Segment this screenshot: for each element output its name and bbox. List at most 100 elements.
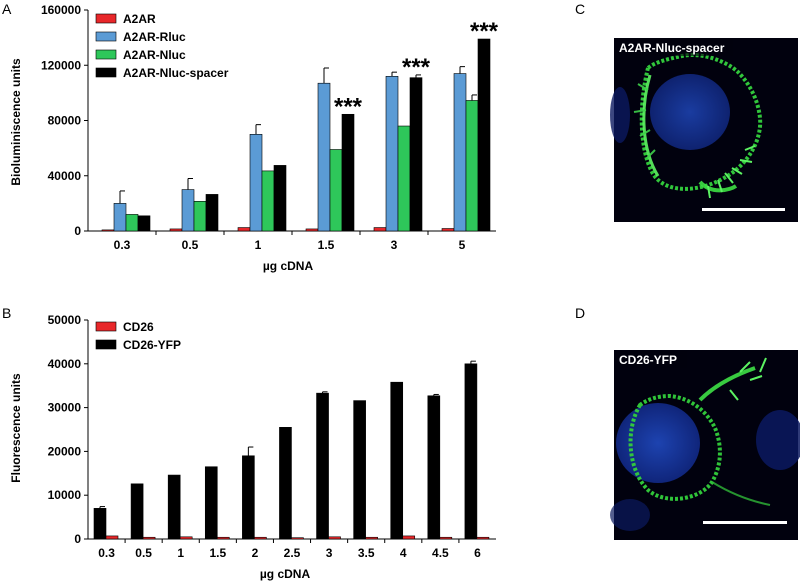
chart-a-bar-a2ar-rluc xyxy=(385,76,399,232)
chart-a-bar-a2ar-nluc xyxy=(329,149,343,232)
chart-a-significance-stars: *** xyxy=(402,54,431,81)
chart-a-y-tick-label: 160000 xyxy=(41,3,81,17)
chart-a-x-tick-label: 0.3 xyxy=(114,238,131,252)
chart-a-legend-swatch xyxy=(95,13,117,24)
chart-b-x-tick-label: 0.3 xyxy=(98,546,115,560)
chart-b-bar-cd26-yfp xyxy=(464,363,478,540)
chart-a-bar-a2ar-nluc-spacer xyxy=(137,215,151,232)
chart-b-x-tick-label: 6 xyxy=(474,546,481,560)
chart-b-bar-cd26-yfp xyxy=(353,400,366,540)
chart-b-bar-cd26-yfp xyxy=(167,474,181,540)
chart-b-bar-cd26 xyxy=(105,535,119,540)
chart-a-legend-label: A2AR xyxy=(123,12,156,26)
chart-a-xlabel: µg cDNA xyxy=(263,259,314,273)
chart-a-bar-a2ar xyxy=(441,228,455,232)
chart-b: Fluorescence units µg cDNA 0100002000030… xyxy=(9,313,496,581)
chart-b-bar-cd26 xyxy=(439,536,453,540)
chart-b-x-tick-label: 4.5 xyxy=(432,546,449,560)
chart-b-y-tick-label: 50000 xyxy=(48,313,82,327)
chart-b-legend-label: CD26-YFP xyxy=(123,338,181,352)
chart-b-bar-cd26 xyxy=(216,536,230,540)
chart-b-x-tick-label: 0.5 xyxy=(135,546,152,560)
panel-label-d: D xyxy=(575,305,585,321)
micrograph-c-label: A2AR-Nluc-spacer xyxy=(619,41,725,55)
chart-a-bar-a2ar-rluc xyxy=(249,134,263,232)
chart-a-bar-a2ar xyxy=(169,228,183,232)
chart-a-bar-a2ar-nluc-spacer xyxy=(477,38,491,232)
chart-a-ylabel: Bioluminiscence units xyxy=(9,58,23,186)
chart-a-bar-a2ar-rluc xyxy=(453,73,467,232)
chart-b-bar-cd26-yfp xyxy=(204,466,218,540)
micrograph-c-scale-bar xyxy=(702,208,785,211)
chart-a-bar-a2ar xyxy=(101,229,115,232)
chart-a-y-tick-label: 80000 xyxy=(48,114,82,128)
panel-label-b: B xyxy=(2,305,11,321)
chart-b-legend-swatch xyxy=(95,339,117,350)
chart-a-bar-a2ar xyxy=(237,227,251,232)
chart-a-bar-a2ar-rluc xyxy=(181,189,195,232)
micrograph-d-membrane xyxy=(628,393,722,501)
chart-a-bar-a2ar-nluc-spacer xyxy=(273,165,287,232)
chart-b-y-tick-label: 20000 xyxy=(48,444,82,458)
chart-b-y-tick-label: 10000 xyxy=(48,488,82,502)
chart-b-x-tick-label: 3 xyxy=(326,546,333,560)
chart-b-bar-cd26 xyxy=(328,536,341,540)
chart-b-bar-cd26 xyxy=(476,536,490,540)
chart-b-bar-cd26-yfp xyxy=(427,395,441,540)
chart-b-bar-cd26-yfp xyxy=(316,392,329,540)
chart-b-bar-cd26-yfp xyxy=(279,427,292,540)
chart-b-bar-cd26 xyxy=(179,536,193,540)
micrograph-d-nucleus xyxy=(616,403,700,483)
panel-label-c: C xyxy=(575,1,585,17)
chart-a-bar-a2ar-rluc xyxy=(317,82,331,232)
chart-a: Bioluminiscence units µg cDNA 0 40000 8000… xyxy=(9,3,499,273)
chart-a-bar-a2ar-rluc xyxy=(113,203,127,232)
chart-a-bar-a2ar xyxy=(305,228,319,232)
micrograph-d-label: CD26-YFP xyxy=(619,353,677,367)
chart-a-bar-a2ar-nluc-spacer xyxy=(205,194,219,232)
chart-b-x-tick-label: 1 xyxy=(177,546,184,560)
chart-b-x-tick-label: 3.5 xyxy=(358,546,375,560)
chart-b-bar-cd26 xyxy=(365,536,378,540)
chart-a-x-tick-label: 3 xyxy=(391,238,398,252)
chart-b-ylabel: Fluorescence units xyxy=(9,373,23,483)
chart-a-legend-label: A2AR-Nluc xyxy=(123,48,186,62)
micrograph-d-scale-bar xyxy=(703,521,787,524)
chart-a-x-tick-label: 5 xyxy=(459,238,466,252)
chart-a-bar-a2ar-nluc-spacer xyxy=(409,77,423,232)
chart-a-y-tick-label: 0 xyxy=(74,224,81,238)
micrograph-c-nucleus xyxy=(650,74,730,150)
chart-a-bar-a2ar xyxy=(373,227,387,232)
chart-a-x-tick-label: 1 xyxy=(255,238,262,252)
chart-b-xlabel: µg cDNA xyxy=(260,567,311,581)
chart-a-legend-label: A2AR-Nluc-spacer xyxy=(123,66,229,80)
chart-a-bar-a2ar-nluc xyxy=(465,100,479,232)
chart-b-legend-swatch xyxy=(95,321,117,332)
micrograph-d: CD26-YFP xyxy=(610,350,800,540)
chart-b-legend-label: CD26 xyxy=(123,320,154,334)
chart-b-x-tick-label: 4 xyxy=(400,546,407,560)
chart-b-bar-cd26 xyxy=(254,536,267,540)
chart-a-x-tick-label: 1.5 xyxy=(318,238,335,252)
chart-b-y-tick-label: 30000 xyxy=(48,401,82,415)
chart-b-bar-cd26-yfp xyxy=(93,508,107,540)
chart-b-y-tick-label: 0 xyxy=(74,532,81,546)
chart-a-legend-swatch xyxy=(95,67,117,78)
chart-a-legend-swatch xyxy=(95,49,117,60)
chart-a-legend-label: A2AR-Rluc xyxy=(123,30,186,44)
chart-b-bar-cd26-yfp xyxy=(242,455,255,540)
chart-b-bar-cd26 xyxy=(402,535,416,540)
chart-a-legend-swatch xyxy=(95,31,117,42)
chart-b-x-tick-label: 2 xyxy=(252,546,259,560)
chart-b-x-tick-label: 2.5 xyxy=(284,546,301,560)
chart-b-y-tick-label: 40000 xyxy=(48,357,82,371)
chart-a-bar-a2ar-nluc xyxy=(125,214,139,232)
chart-a-x-tick-label: 0.5 xyxy=(182,238,199,252)
chart-a-y-tick-label: 120000 xyxy=(41,58,81,72)
panel-label-a: A xyxy=(2,1,12,17)
chart-b-bar-cd26-yfp xyxy=(130,483,144,540)
micrograph-c: A2AR-Nluc-spacer xyxy=(610,38,798,222)
chart-a-y-tick-label: 40000 xyxy=(48,169,82,183)
chart-b-bar-cd26 xyxy=(142,536,156,540)
chart-a-bar-a2ar-nluc xyxy=(261,170,275,232)
